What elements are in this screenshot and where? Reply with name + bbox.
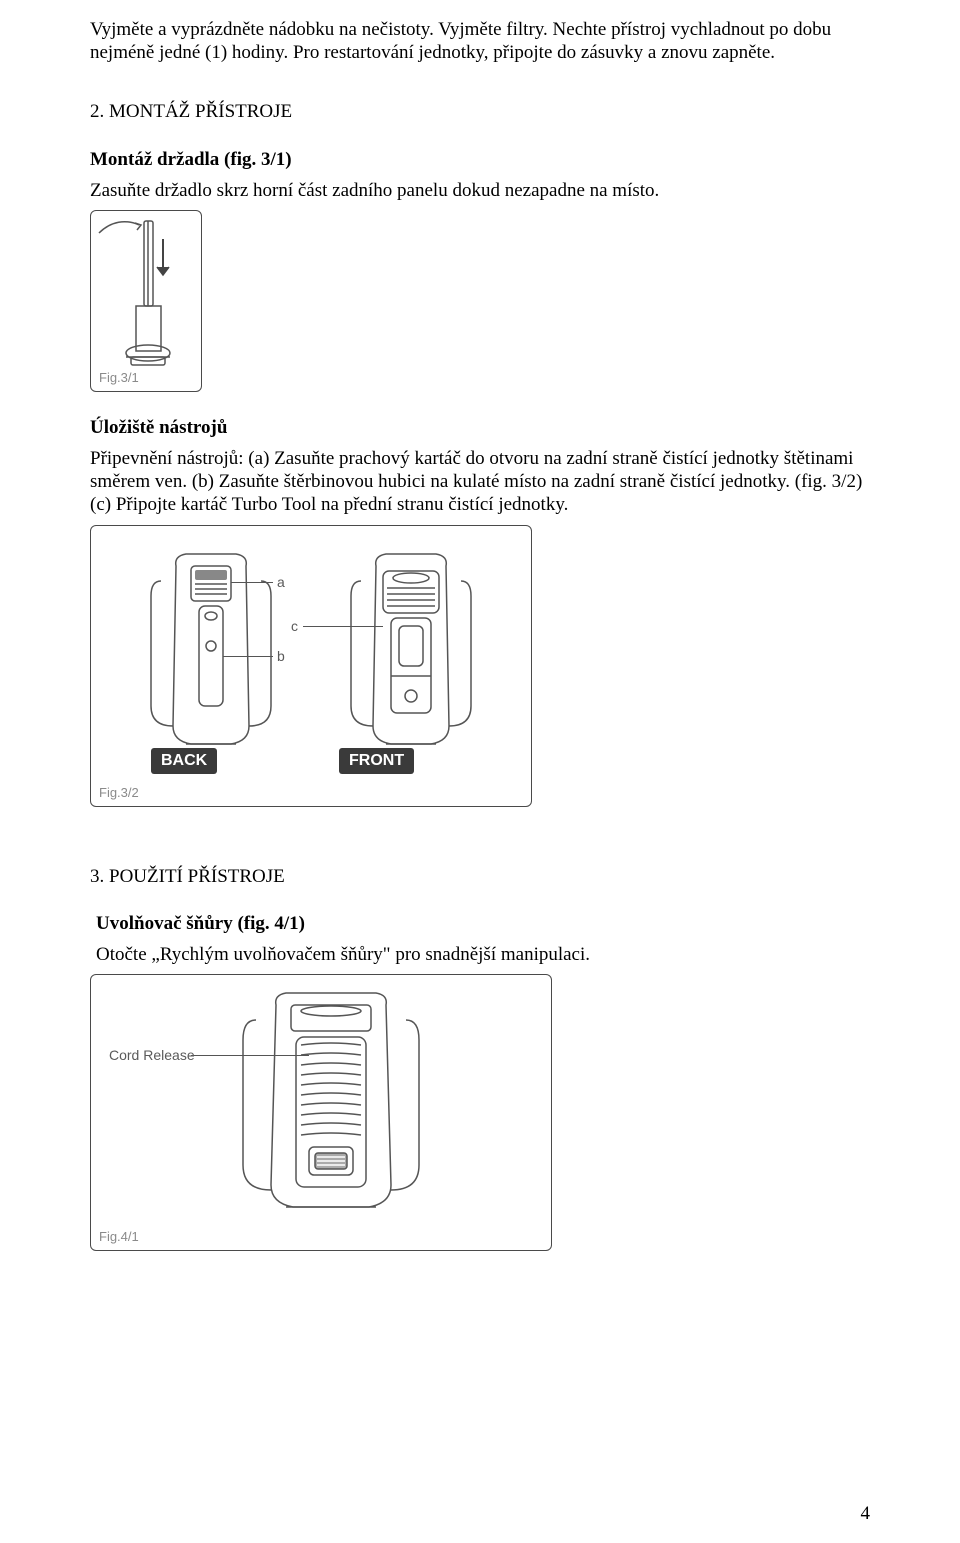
section-2-heading: 2. MONTÁŽ PŘÍSTROJE [90, 100, 870, 123]
figure-3-2: a c b BACK FRONT Fig.3/2 [90, 525, 532, 807]
figure-4-1-caption: Fig.4/1 [99, 1229, 139, 1244]
tool-storage-text: Připevnění nástrojů: (a) Zasuňte prachov… [90, 447, 870, 517]
tool-storage-title: Úložiště nástrojů [90, 416, 870, 439]
intro-paragraph: Vyjměte a vyprázdněte nádobku na nečisto… [90, 18, 870, 64]
handle-mount-text: Zasuňte držadlo skrz horní část zadního … [90, 179, 870, 202]
section-3-heading: 3. POUŽITÍ PŘÍSTROJE [90, 865, 870, 888]
figure-3-1-caption: Fig.3/1 [99, 370, 139, 385]
figure-3-2-caption: Fig.3/2 [99, 785, 139, 800]
cord-release-text: Otočte „Rychlým uvolňovačem šňůry" pro s… [96, 943, 870, 966]
figure-3-2-badge-front: FRONT [339, 748, 414, 774]
figure-3-1: Fig.3/1 [90, 210, 202, 392]
figure-3-2-label-b: b [277, 648, 285, 664]
page-number: 4 [861, 1503, 871, 1525]
figure-3-2-label-c: c [291, 618, 298, 634]
figure-4-1: Cord Release Fig.4/1 [90, 974, 552, 1251]
figure-4-1-label-cord-release: Cord Release [109, 1047, 195, 1063]
page: Vyjměte a vyprázdněte nádobku na nečisto… [0, 0, 960, 1543]
figure-3-2-badge-back: BACK [151, 748, 217, 774]
figure-3-2-label-a: a [277, 574, 285, 590]
cord-release-title: Uvolňovač šňůry (fig. 4/1) [96, 912, 870, 935]
handle-mount-title: Montáž držadla (fig. 3/1) [90, 148, 870, 171]
